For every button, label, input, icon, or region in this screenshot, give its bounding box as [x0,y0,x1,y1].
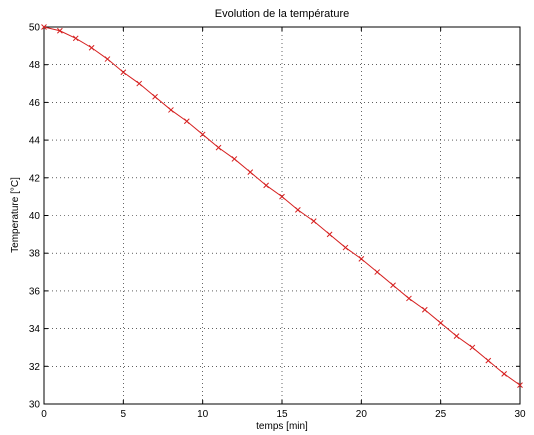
data-point-marker [358,256,365,262]
x-tick-label: 30 [514,409,526,420]
y-tick-label: 44 [29,136,41,147]
data-point-marker [247,169,254,175]
data-point-marker [406,295,412,302]
series-group [41,24,523,389]
chart-title: Evolution de la température [215,8,350,20]
x-axis-ticks: 0 5 10 15 20 25 30 [41,27,526,420]
y-axis-ticks: 30 32 34 36 38 40 42 44 46 48 50 [29,23,520,411]
y-axis-label: Temperature [°C] [10,177,21,253]
data-point-marker [437,320,444,326]
data-point-marker [263,182,269,189]
data-point-marker [72,35,79,42]
data-point-marker [421,306,428,313]
data-point-marker [120,69,127,76]
x-tick-label: 0 [41,409,47,420]
x-tick-label: 15 [276,409,288,420]
data-point-marker [517,382,523,389]
y-tick-label: 32 [29,362,41,373]
data-point-marker [279,193,285,200]
data-point-marker [183,118,190,125]
data-point-marker [390,282,396,289]
data-point-marker [152,93,158,100]
y-tick-label: 50 [29,23,41,34]
data-point-marker [342,244,349,251]
data-point-marker [295,206,301,213]
x-tick-label: 25 [435,409,447,420]
data-point-marker [310,218,317,225]
data-point-marker [104,56,111,62]
y-tick-label: 36 [29,286,41,297]
data-point-marker [374,269,381,275]
y-tick-label: 30 [29,400,41,411]
y-tick-label: 40 [29,211,41,222]
data-point-marker [215,144,222,151]
y-tick-label: 42 [29,173,41,184]
data-point-marker [231,156,238,162]
data-point-marker [469,344,476,351]
x-axis-label: temps [min] [256,421,308,432]
data-point-marker [326,231,333,238]
y-tick-label: 38 [29,249,41,260]
data-point-marker [453,333,460,339]
x-tick-label: 5 [121,409,127,420]
y-tick-label: 48 [29,60,41,71]
data-point-marker [501,370,507,377]
y-tick-label: 34 [29,324,41,335]
x-tick-label: 20 [356,409,368,420]
data-point-marker [57,27,63,34]
x-tick-label: 10 [197,409,209,420]
grid-lines [44,27,520,404]
data-point-marker [41,24,47,30]
data-point-marker [168,107,174,113]
data-point-marker [136,80,143,87]
data-point-marker [88,44,95,51]
y-tick-label: 46 [29,98,41,109]
data-point-marker [199,131,206,138]
data-point-marker [485,357,492,364]
